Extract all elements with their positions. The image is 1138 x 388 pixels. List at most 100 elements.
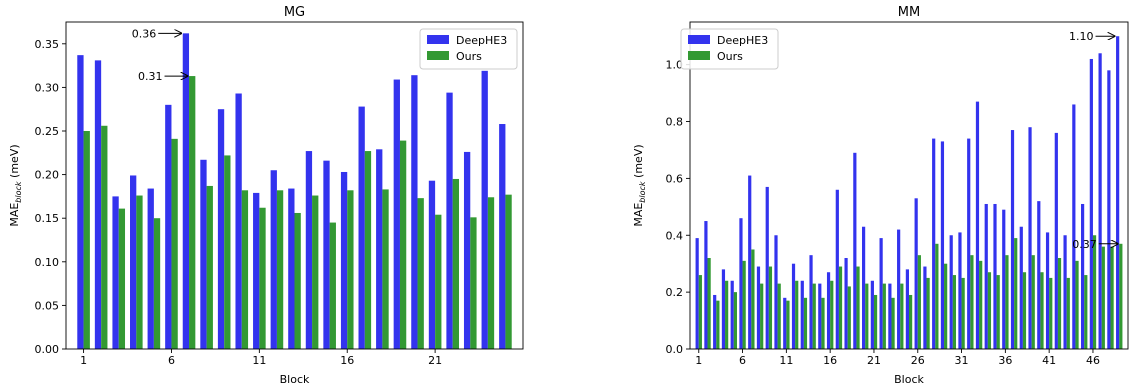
bar-deephe3-4 (721, 269, 726, 349)
bar-deephe3-46 (1089, 58, 1093, 349)
bar-deephe3-47 (1098, 53, 1102, 349)
y-axis-label-sub: block (638, 181, 647, 203)
bar-ours-35 (996, 275, 1000, 349)
bar-deephe3-14 (809, 255, 813, 349)
chart-mg: MG0.000.050.100.150.200.250.300.351 6 11 16… (8, 5, 524, 386)
bar-ours-25 (909, 294, 913, 349)
bar-ours-8 (206, 185, 213, 349)
bar-deephe3-37 (1010, 130, 1015, 349)
bar-ours-45 (1084, 275, 1088, 349)
bar-deephe3-4 (130, 175, 137, 349)
bar-deephe3-8 (200, 159, 207, 349)
y-tick-label: 0.35 (35, 38, 60, 51)
bar-ours-18 (382, 189, 389, 349)
y-axis-label-sub: block (14, 181, 23, 203)
y-tick-label: 0.25 (35, 125, 60, 138)
chart-title: MM (898, 5, 920, 20)
bar-ours-40 (1040, 272, 1044, 349)
bar-ours-23 (891, 297, 895, 349)
bar-ours-49 (1119, 243, 1123, 349)
bar-deephe3-11 (253, 192, 260, 349)
bar-deephe3-12 (270, 170, 277, 349)
bar-deephe3-17 (358, 106, 365, 349)
bar-deephe3-5 (147, 188, 154, 349)
bar-ours-28 (935, 243, 939, 349)
bar-ours-15 (329, 222, 336, 349)
x-axis-label: Block (894, 373, 924, 386)
bar-deephe3-45 (1081, 203, 1085, 349)
y-tick-label: 0.20 (35, 169, 60, 182)
bar-deephe3-15 (818, 283, 822, 349)
chart-title: MG (284, 5, 305, 20)
x-tick-label: 41 (1042, 354, 1056, 367)
y-tick-label: 0.2 (666, 286, 684, 299)
y-tick-label: 0.30 (35, 81, 60, 94)
y-tick-label: 0.15 (35, 212, 60, 225)
bar-deephe3-19 (393, 79, 400, 350)
bar-ours-1 (83, 131, 90, 349)
legend-swatch-ours (427, 51, 449, 60)
bar-deephe3-24 (481, 70, 488, 349)
bar-ours-9 (224, 155, 231, 349)
bar-ours-33 (979, 260, 983, 349)
bar-deephe3-28 (932, 138, 936, 349)
legend-swatch-deephe3 (688, 35, 710, 44)
bar-ours-4 (725, 280, 729, 349)
bar-ours-48 (1110, 246, 1114, 349)
x-tick-label: 21 (867, 354, 881, 367)
bar-deephe3-23 (888, 283, 892, 349)
bar-deephe3-2 (94, 60, 102, 350)
bar-ours-18 (847, 286, 851, 349)
bar-ours-17 (838, 266, 843, 349)
bar-deephe3-5 (730, 280, 734, 349)
y-tick-label: 0.0 (666, 343, 684, 356)
bar-ours-3 (118, 208, 126, 349)
bar-ours-13 (803, 297, 808, 349)
y-axis-label-unit: (meV) (632, 144, 645, 181)
y-tick-label: 1.0 (666, 59, 684, 72)
bar-ours-7 (189, 76, 196, 349)
bar-deephe3-13 (288, 188, 295, 349)
y-tick-label: 0.6 (666, 172, 684, 185)
y-tick-label: 0.4 (666, 229, 684, 242)
bar-ours-39 (1031, 255, 1035, 349)
bar-ours-5 (733, 292, 737, 349)
bar-ours-4 (136, 195, 143, 349)
bar-ours-19 (856, 266, 860, 349)
bar-ours-8 (760, 283, 764, 349)
legend: DeepHE3 Ours (419, 28, 518, 70)
annotation-label: 1.10 (1069, 30, 1094, 43)
legend-label: Ours (717, 50, 743, 63)
legend-swatch-deephe3 (427, 35, 449, 44)
x-tick-label: 26 (911, 354, 925, 367)
x-tick-label: 1 (80, 354, 87, 367)
bar-ours-47 (1101, 246, 1105, 349)
annotation-label: 0.31 (138, 70, 163, 83)
bar-deephe3-21 (870, 280, 874, 349)
x-tick-label: 31 (955, 354, 969, 367)
bar-deephe3-9 (217, 109, 225, 349)
bar-deephe3-7 (748, 175, 752, 349)
bar-deephe3-25 (905, 269, 909, 349)
bar-ours-46 (1092, 235, 1097, 349)
bar-deephe3-19 (853, 152, 857, 349)
y-tick-label: 0.05 (35, 299, 60, 312)
legend-swatch-ours (688, 51, 710, 60)
bar-deephe3-12 (791, 263, 796, 349)
bar-deephe3-18 (376, 149, 383, 349)
bar-deephe3-49 (1116, 36, 1120, 349)
legend-label: DeepHE3 (717, 34, 768, 47)
bar-ours-17 (364, 151, 372, 349)
bar-ours-16 (830, 280, 834, 349)
x-tick-label: 1 (695, 354, 702, 367)
bar-ours-6 (171, 138, 178, 349)
bar-deephe3-7 (182, 33, 190, 350)
y-tick-label: 0.10 (35, 256, 60, 269)
bar-deephe3-11 (783, 297, 787, 349)
bar-ours-10 (241, 190, 249, 349)
bar-ours-44 (1075, 260, 1079, 349)
x-tick-label: 16 (823, 354, 837, 367)
bar-deephe3-14 (305, 151, 313, 349)
legend-label: Ours (456, 50, 482, 63)
bar-ours-10 (777, 283, 781, 349)
